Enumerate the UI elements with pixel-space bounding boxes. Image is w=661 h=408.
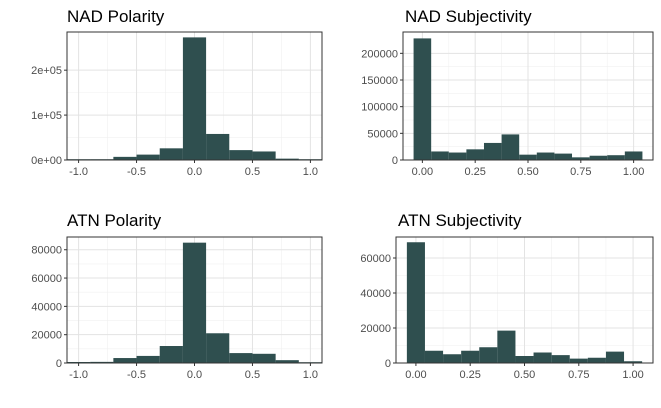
x-tick-label: 0.5 bbox=[245, 369, 260, 381]
x-tick-label: 0.0 bbox=[187, 369, 202, 381]
histogram-bar bbox=[113, 156, 137, 160]
histogram-bar bbox=[159, 346, 183, 363]
x-tick-label: 0.25 bbox=[464, 166, 485, 178]
y-tick-label: 1e+05 bbox=[31, 110, 62, 122]
histogram-bar bbox=[536, 152, 555, 160]
histogram-bar bbox=[159, 148, 183, 160]
x-tick-label: -0.5 bbox=[127, 166, 146, 178]
x-tick-label: 0.25 bbox=[459, 369, 480, 381]
histogram-bar bbox=[424, 350, 444, 363]
x-tick-label: 1.00 bbox=[622, 369, 643, 381]
y-tick-label: 0 bbox=[385, 358, 391, 370]
y-tick-label: 60000 bbox=[360, 253, 391, 265]
histogram-bar bbox=[275, 158, 299, 160]
histogram-bar bbox=[479, 347, 498, 363]
y-tick-label: 60000 bbox=[31, 273, 62, 285]
y-tick-label: 40000 bbox=[31, 301, 62, 313]
histogram-bar bbox=[515, 356, 534, 363]
x-tick-label: -1.0 bbox=[69, 369, 88, 381]
y-tick-label: 0e+00 bbox=[31, 155, 62, 167]
panel-title-nad-subjectivity: NAD Subjectivity bbox=[405, 7, 532, 26]
panel-title-atn-subjectivity: ATN Subjectivity bbox=[398, 211, 522, 230]
histogram-bar bbox=[607, 155, 625, 160]
histogram-bar bbox=[443, 354, 462, 363]
histogram-bar bbox=[587, 357, 606, 363]
histogram-bar bbox=[569, 358, 588, 363]
histogram-bar bbox=[413, 38, 432, 160]
x-tick-label: 1.0 bbox=[303, 166, 318, 178]
histogram-bar bbox=[533, 352, 552, 363]
x-tick-label: 0.75 bbox=[568, 369, 589, 381]
histogram-bar bbox=[113, 358, 137, 363]
histogram-bar bbox=[483, 142, 502, 160]
histogram-bar bbox=[229, 150, 253, 160]
histogram-bar bbox=[501, 134, 520, 160]
histogram-bar bbox=[252, 151, 276, 160]
y-tick-label: 50000 bbox=[367, 128, 398, 140]
histogram-bar bbox=[554, 153, 573, 160]
histogram-bar bbox=[551, 355, 570, 363]
y-tick-label: 100000 bbox=[361, 102, 398, 114]
histogram-bar bbox=[229, 353, 253, 363]
histogram-bar bbox=[461, 350, 480, 363]
y-tick-label: 200000 bbox=[361, 48, 398, 60]
histogram-bar bbox=[182, 37, 207, 160]
histogram-bar bbox=[519, 154, 537, 160]
y-tick-label: 20000 bbox=[360, 323, 391, 335]
x-tick-label: 1.0 bbox=[303, 369, 318, 381]
x-tick-label: 0.50 bbox=[514, 369, 535, 381]
histogram-bar bbox=[624, 361, 643, 363]
histogram-bar bbox=[466, 149, 484, 160]
histogram-bar bbox=[448, 152, 467, 160]
histogram-bar bbox=[90, 361, 114, 363]
x-tick-label: 0.5 bbox=[245, 166, 260, 178]
histogram-bar bbox=[589, 155, 608, 160]
histogram-bar bbox=[624, 151, 643, 160]
histogram-bar bbox=[275, 360, 299, 363]
x-tick-label: 0.00 bbox=[412, 166, 433, 178]
panel-title-nad-polarity: NAD Polarity bbox=[67, 7, 165, 26]
y-tick-label: 150000 bbox=[361, 75, 398, 87]
panel-title-atn-polarity: ATN Polarity bbox=[67, 211, 162, 230]
histogram-bar bbox=[406, 242, 425, 363]
x-tick-label: 0.00 bbox=[405, 369, 426, 381]
x-tick-label: 0.75 bbox=[570, 166, 591, 178]
histogram-bar bbox=[206, 333, 230, 363]
histogram-bar bbox=[431, 151, 449, 160]
x-tick-label: 1.00 bbox=[623, 166, 644, 178]
histogram-bar bbox=[605, 351, 625, 363]
y-tick-label: 40000 bbox=[360, 288, 391, 300]
y-tick-label: 2e+05 bbox=[31, 65, 62, 77]
histogram-bar bbox=[182, 242, 207, 363]
y-tick-label: 0 bbox=[56, 358, 62, 370]
histogram-bar bbox=[497, 330, 516, 363]
y-tick-label: 0 bbox=[392, 155, 398, 167]
histogram-bar bbox=[252, 353, 276, 363]
histogram-bar bbox=[572, 157, 590, 160]
x-tick-label: -0.5 bbox=[127, 369, 146, 381]
x-tick-label: 0.0 bbox=[187, 166, 202, 178]
x-tick-label: -1.0 bbox=[69, 166, 88, 178]
y-tick-label: 80000 bbox=[31, 245, 62, 257]
histogram-bar bbox=[136, 154, 160, 160]
histogram-bar bbox=[206, 133, 230, 160]
x-tick-label: 0.50 bbox=[517, 166, 538, 178]
y-tick-label: 20000 bbox=[31, 330, 62, 342]
histogram-bar bbox=[136, 355, 160, 363]
